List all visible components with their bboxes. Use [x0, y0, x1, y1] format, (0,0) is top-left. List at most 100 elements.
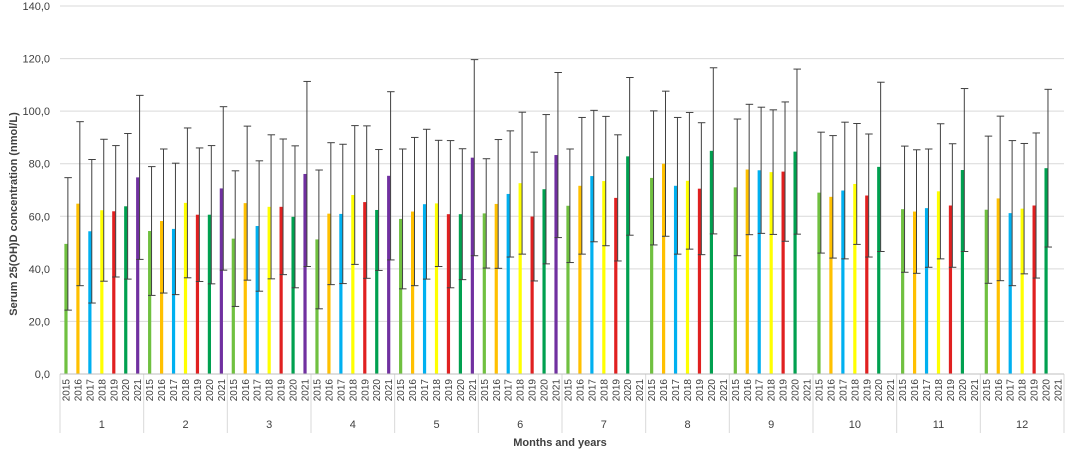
x-year-label: 2020 [205, 379, 216, 402]
bar [912, 211, 917, 374]
y-tick-label: 0,0 [35, 369, 50, 381]
x-year-label: 2020 [121, 379, 132, 402]
bar [697, 188, 702, 374]
x-year-label: 2016 [910, 379, 921, 402]
x-year-label: 2016 [575, 379, 586, 402]
x-year-label: 2019 [193, 379, 204, 402]
x-year-label: 2015 [396, 379, 407, 402]
x-year-label: 2020 [456, 379, 467, 402]
x-year-label: 2021 [1054, 379, 1065, 402]
bar [781, 171, 785, 374]
x-year-label: 2021 [301, 379, 312, 402]
bar [757, 170, 761, 374]
bar [769, 172, 773, 374]
x-year-label: 2020 [540, 379, 551, 402]
x-year-label: 2017 [1006, 379, 1017, 402]
x-year-label: 2020 [874, 379, 885, 402]
y-tick-label: 100,0 [22, 106, 50, 118]
bar [339, 213, 343, 374]
bar [948, 205, 953, 374]
bar [1044, 168, 1048, 374]
x-year-label: 2016 [994, 379, 1005, 402]
x-year-label: 2017 [169, 379, 180, 402]
x-year-label: 2015 [312, 379, 323, 402]
x-year-label: 2018 [348, 379, 359, 402]
bar [351, 194, 355, 374]
bars [64, 150, 1048, 374]
bar [673, 185, 678, 374]
x-year-label: 2020 [791, 379, 802, 402]
x-year-label: 2017 [420, 379, 431, 402]
x-year-label: 2017 [587, 379, 598, 402]
x-year-label: 2017 [922, 379, 933, 402]
bar [530, 216, 534, 374]
x-year-label: 2019 [779, 379, 790, 402]
bar [745, 169, 749, 374]
bar [410, 211, 415, 374]
bar [661, 163, 666, 374]
bar [327, 213, 331, 374]
x-year-label: 2020 [707, 379, 718, 402]
error-bars [64, 59, 1052, 311]
x-year-label: 2021 [803, 379, 814, 402]
bar [136, 177, 140, 374]
bar [554, 155, 558, 374]
x-year-label: 2019 [946, 379, 957, 402]
x-year-label: 2021 [970, 379, 981, 402]
x-year-label: 2016 [324, 379, 335, 402]
x-month-label: 6 [517, 419, 523, 431]
bar [434, 203, 439, 374]
x-year-label: 2021 [635, 379, 646, 402]
x-year-label: 2019 [695, 379, 706, 402]
x-axis-title: Months and years [513, 437, 607, 449]
bar [100, 210, 104, 374]
bar [399, 218, 403, 374]
x-year-label: 2015 [61, 379, 72, 402]
x-year-label: 2020 [1042, 379, 1053, 402]
bar [207, 214, 212, 374]
bar [458, 214, 463, 374]
y-axis-title: Serum 25(OH)D concentration (nmol/L) [8, 112, 20, 316]
bar [685, 180, 690, 374]
x-year-label: 2018 [265, 379, 276, 402]
bar [375, 209, 379, 374]
x-month-label: 3 [266, 419, 272, 431]
bar [650, 177, 654, 374]
x-year-label: 2018 [767, 379, 778, 402]
x-year-label: 2018 [181, 379, 192, 402]
bar [984, 209, 988, 374]
x-year-label: 2015 [814, 379, 825, 402]
x-year-label: 2018 [432, 379, 443, 402]
gridlines [60, 5, 1064, 375]
x-year-label: 2018 [683, 379, 694, 402]
bar [112, 211, 116, 374]
x-year-label: 2019 [1030, 379, 1041, 402]
x-year-label: 2021 [217, 379, 228, 402]
y-tick-label: 60,0 [29, 211, 50, 223]
bar [76, 203, 80, 374]
x-year-label: 2016 [743, 379, 754, 402]
x-year-label: 2018 [516, 379, 527, 402]
x-year-label: 2019 [109, 379, 120, 402]
bar [542, 189, 546, 374]
bar [315, 239, 319, 374]
x-year-label: 2019 [862, 379, 873, 402]
x-year-label: 2021 [384, 379, 395, 402]
x-month-label: 12 [1016, 419, 1028, 431]
bar [733, 187, 737, 374]
bar [936, 191, 941, 374]
bar [924, 208, 929, 374]
x-month-label: 8 [684, 419, 690, 431]
x-year-label: 2021 [133, 379, 144, 402]
bar [243, 203, 247, 374]
bar [626, 156, 630, 374]
bar [124, 206, 128, 374]
x-year-label: 2019 [360, 379, 371, 402]
bar [171, 228, 176, 374]
bar [793, 151, 797, 374]
x-year-label: 2015 [731, 379, 742, 402]
x-year-label: 2018 [850, 379, 861, 402]
bar [996, 198, 1000, 374]
bar [482, 213, 486, 374]
